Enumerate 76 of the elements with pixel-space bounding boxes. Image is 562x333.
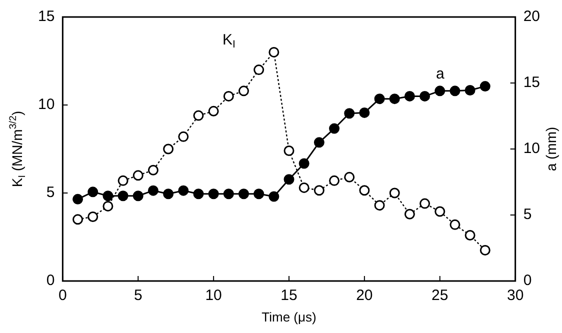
point <box>359 185 370 196</box>
x-tick-label: 20 <box>356 287 373 304</box>
point <box>193 188 204 200</box>
point <box>208 106 219 116</box>
point <box>329 175 340 186</box>
point <box>389 94 400 104</box>
point <box>450 219 460 230</box>
point <box>404 208 415 220</box>
point <box>268 46 280 58</box>
point <box>178 185 189 196</box>
x-tick-label: 25 <box>432 287 448 304</box>
point <box>238 188 249 200</box>
point <box>434 86 446 96</box>
point <box>88 212 98 222</box>
point <box>314 185 324 196</box>
y2-tick-label: 5 <box>523 206 532 224</box>
point <box>480 244 490 256</box>
point <box>464 85 476 96</box>
point <box>389 188 400 198</box>
point <box>72 214 84 225</box>
y2-tick-label: 20 <box>523 8 540 26</box>
y-tick-label: 0 <box>46 272 55 290</box>
y2-axis-title: a (mm) <box>542 126 559 172</box>
y-tick-label: 5 <box>46 184 55 202</box>
x-tick-label: 30 <box>506 287 524 304</box>
point <box>88 186 98 198</box>
point <box>223 188 234 200</box>
point <box>118 190 128 202</box>
x-axis-title: Time (μs) <box>262 310 316 325</box>
x-tick-label: 5 <box>134 287 142 304</box>
point <box>314 137 324 148</box>
point <box>374 200 385 211</box>
point <box>420 90 430 102</box>
y-tick-label: 10 <box>38 96 55 114</box>
point <box>178 131 189 142</box>
point <box>344 172 355 182</box>
point <box>148 164 158 176</box>
point <box>254 64 264 76</box>
annotation: a <box>436 65 445 82</box>
x-tick-label: 0 <box>58 287 67 304</box>
point <box>464 230 476 240</box>
x-tick-label: 15 <box>280 287 298 304</box>
point <box>374 94 385 104</box>
point <box>329 123 340 134</box>
point <box>254 188 264 200</box>
point <box>298 182 310 193</box>
y-tick-label: 15 <box>38 8 55 26</box>
point <box>284 174 294 185</box>
y2-tick-label: 0 <box>523 272 532 290</box>
point <box>268 191 280 202</box>
point <box>118 175 128 186</box>
point <box>72 194 84 204</box>
y2-tick-label: 15 <box>523 74 540 92</box>
point <box>193 110 204 121</box>
point <box>163 188 174 200</box>
point <box>102 200 114 212</box>
point <box>132 170 144 181</box>
y-axis-title: KI (MN/m3/2) <box>8 110 28 188</box>
y2-tick-label: 10 <box>523 140 540 158</box>
point <box>238 86 249 96</box>
point <box>148 185 158 196</box>
point <box>480 81 490 92</box>
point <box>132 190 144 202</box>
point <box>102 190 114 202</box>
point <box>208 188 219 200</box>
point <box>344 108 355 119</box>
point <box>420 198 430 209</box>
point <box>359 107 370 118</box>
point <box>163 144 174 154</box>
point <box>284 146 294 156</box>
point <box>223 90 234 102</box>
point <box>450 86 460 96</box>
point <box>434 206 446 217</box>
point <box>298 158 310 169</box>
x-tick-label: 10 <box>205 287 222 304</box>
point <box>404 90 415 102</box>
